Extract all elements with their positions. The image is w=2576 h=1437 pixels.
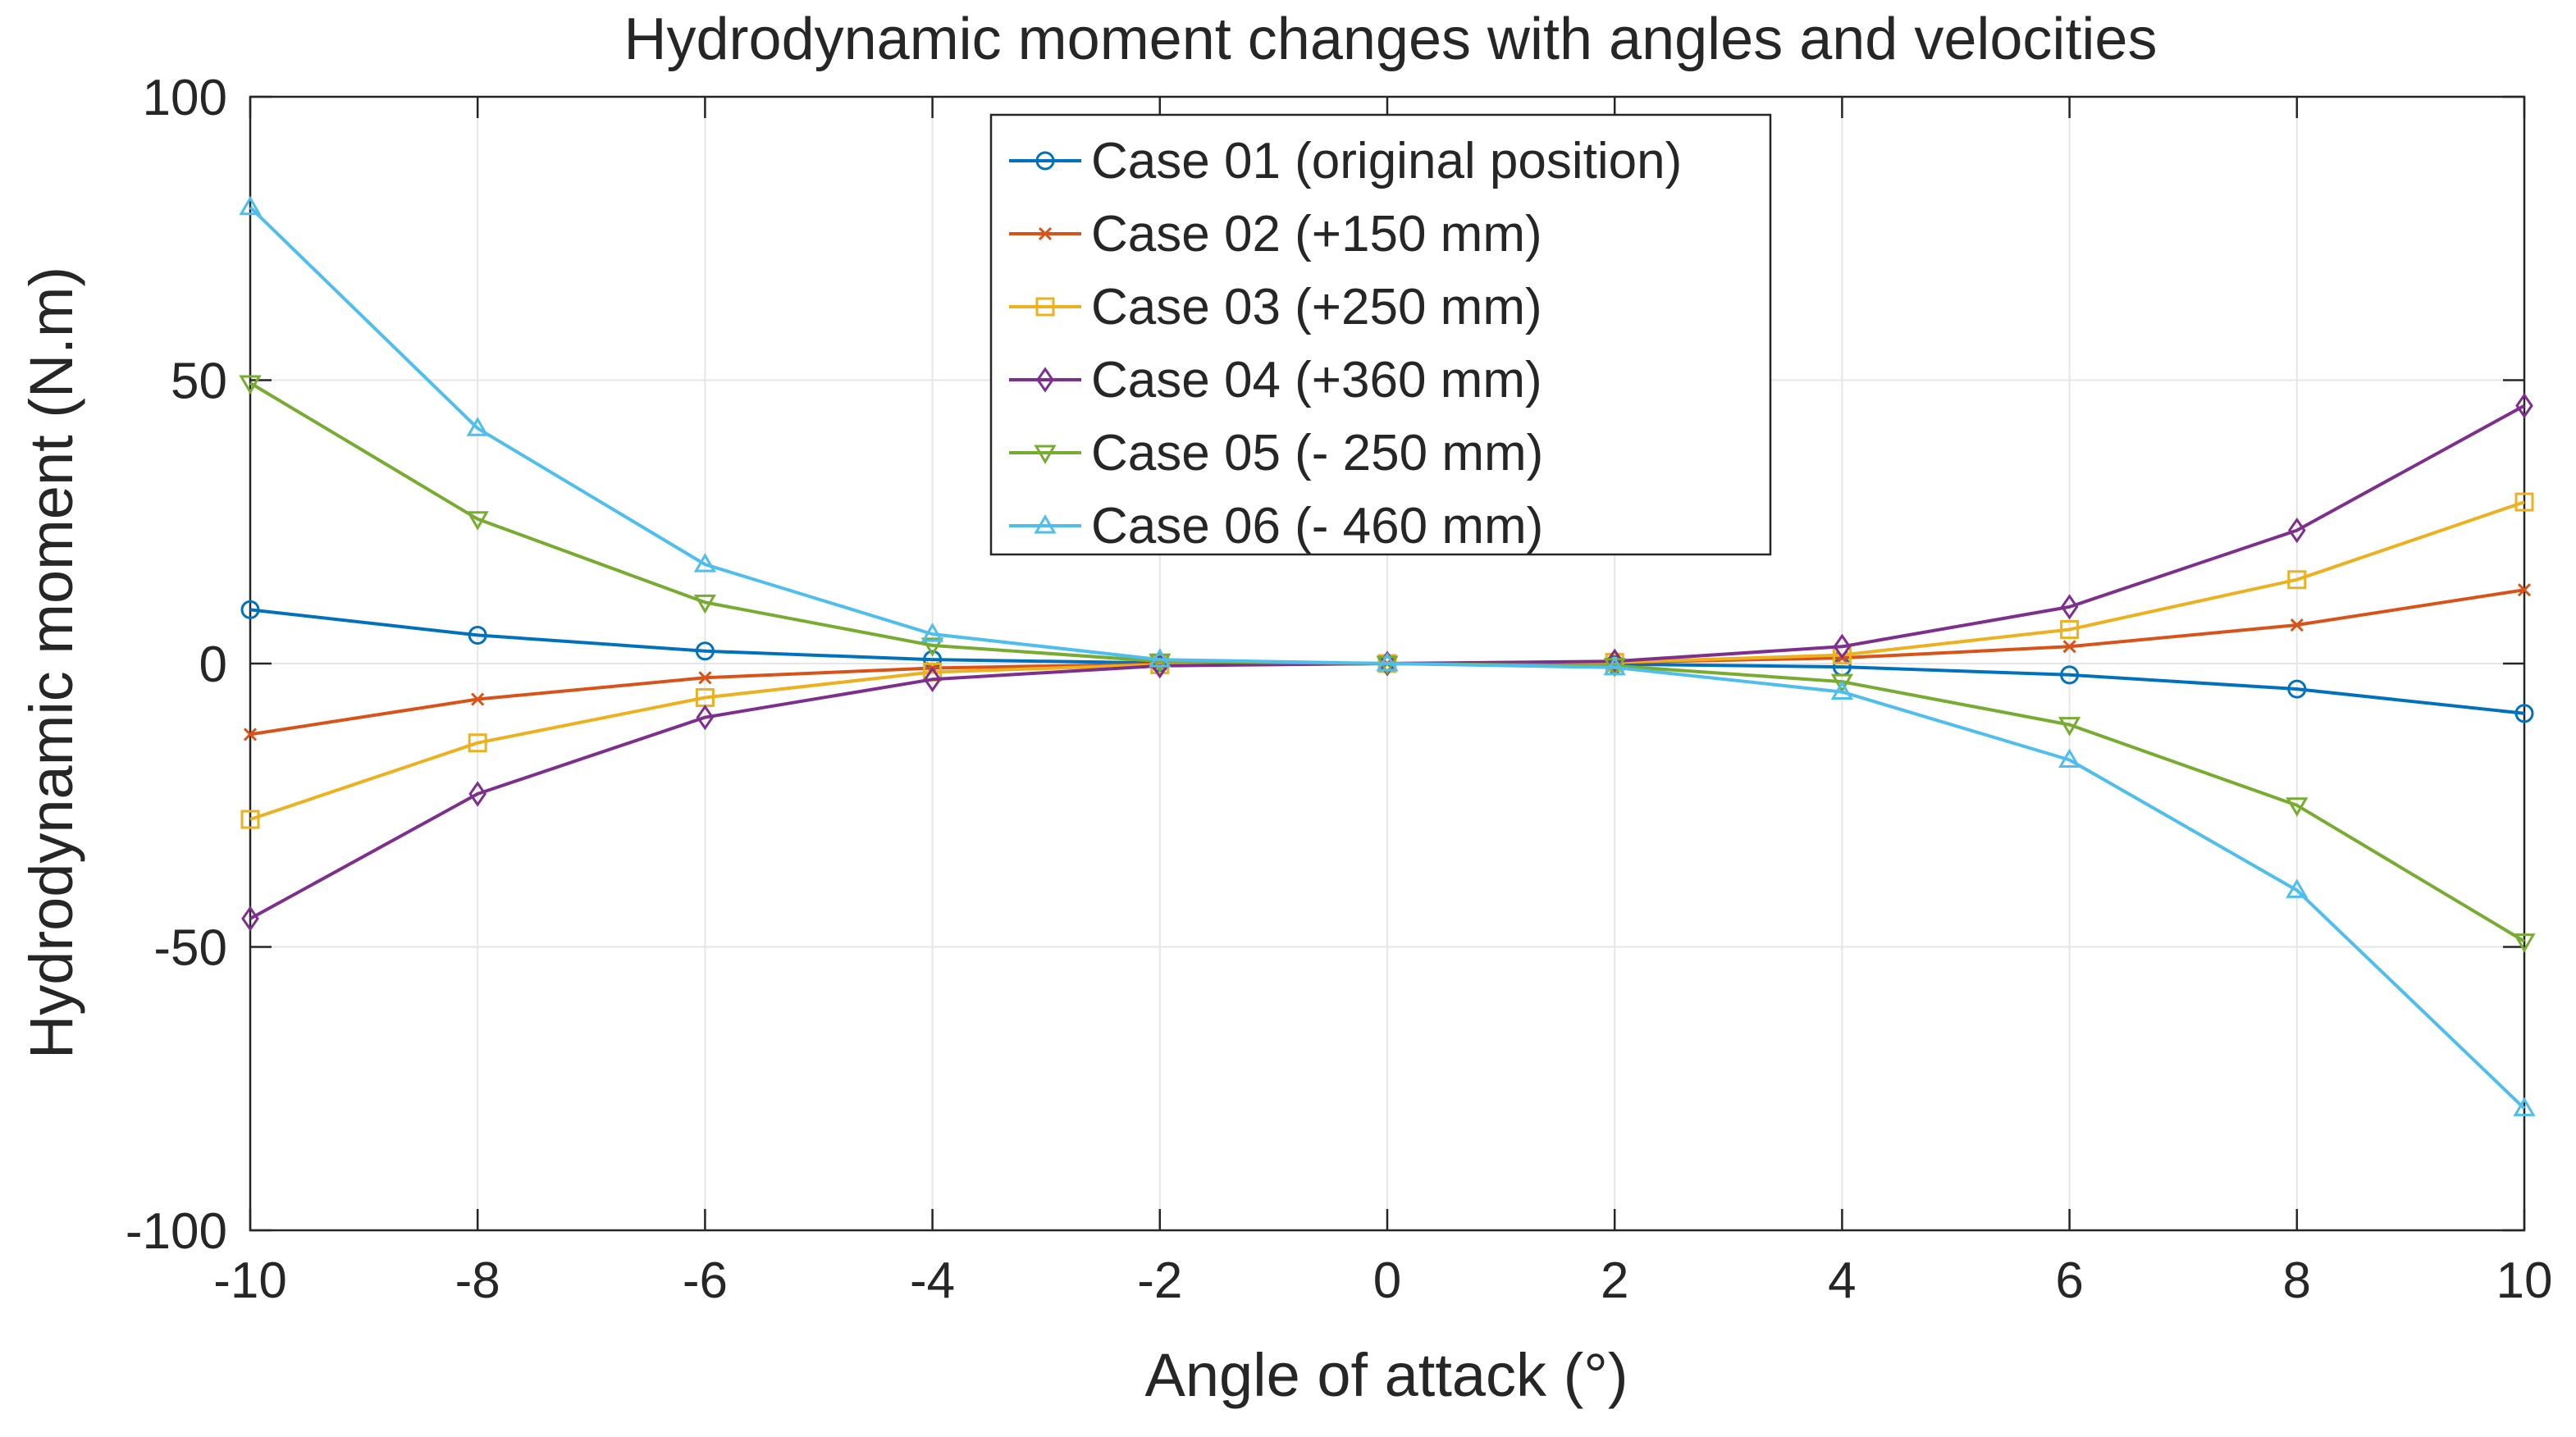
data-point (1830, 680, 1854, 700)
data-point (2290, 618, 2304, 632)
legend-item: Case 04 (+360 mm) (1009, 352, 1542, 408)
data-point (2514, 492, 2534, 512)
data-point (2058, 717, 2081, 737)
legend-marker (1034, 445, 1057, 464)
x-tick-label: 0 (1373, 1252, 1401, 1309)
data-point (1605, 648, 1624, 674)
y-tick-label: 50 (171, 354, 227, 410)
data-point (2287, 517, 2306, 544)
data-point (693, 553, 717, 573)
legend-item: Case 03 (+250 mm) (1009, 279, 1542, 335)
x-tick-label: -6 (683, 1252, 728, 1309)
legend-label: Case 01 (original position) (1091, 133, 1682, 189)
y-axis-title: Hydrodynamic moment (N.m) (17, 267, 85, 1059)
x-tick-label: -2 (1137, 1252, 1182, 1309)
data-point (239, 195, 262, 216)
legend-item: Case 01 (original position) (1009, 133, 1682, 189)
legend-item: Case 05 (- 250 mm) (1009, 425, 1543, 481)
data-point (2060, 620, 2080, 640)
data-point (2513, 1097, 2536, 1116)
legend-label: Case 06 (- 460 mm) (1091, 498, 1543, 554)
data-point (1149, 653, 1172, 673)
data-point (698, 671, 712, 685)
legend: Case 01 (original position) Case 02 (+150… (989, 113, 1772, 556)
data-point (2517, 583, 2532, 597)
data-point (240, 810, 260, 829)
data-point (920, 637, 944, 657)
data-point (239, 375, 262, 395)
data-point (695, 641, 715, 661)
data-point (468, 733, 487, 753)
legend-marker (1038, 226, 1053, 241)
series-layer (239, 195, 2536, 1116)
data-point (466, 417, 489, 436)
x-tick-label: -10 (213, 1252, 287, 1309)
data-point (2062, 640, 2076, 654)
x-tick-label: 8 (2283, 1252, 2311, 1309)
x-axis-title: Angle of attack (°) (1145, 1341, 1628, 1409)
data-point (2514, 704, 2534, 723)
data-point (2058, 748, 2081, 768)
series-line (249, 206, 2526, 1110)
legend-marker (1034, 514, 1057, 534)
data-point (2287, 679, 2307, 699)
data-point (1376, 652, 1399, 672)
data-point (468, 625, 487, 645)
y-tick-label: -50 (153, 920, 227, 977)
series-6 (239, 195, 2536, 1116)
data-point (696, 705, 715, 731)
data-point (2287, 570, 2307, 590)
chart-title: Hydrodynamic moment changes with angles … (624, 7, 2158, 72)
data-point (2060, 665, 2080, 685)
y-tick-label: 0 (199, 636, 227, 693)
data-point (241, 906, 259, 932)
legend-label: Case 05 (- 250 mm) (1091, 425, 1543, 481)
data-point (468, 781, 487, 807)
data-point (466, 511, 489, 531)
data-point (1830, 673, 1854, 694)
x-tick-label: 4 (1828, 1252, 1856, 1309)
legend-marker (1035, 297, 1055, 317)
data-point (2286, 797, 2309, 817)
data-point (471, 692, 485, 706)
data-point (2060, 594, 2079, 620)
data-point (2515, 392, 2533, 419)
data-point (693, 594, 717, 614)
data-point (2513, 933, 2536, 953)
legend-item: Case 02 (+150 mm) (1009, 206, 1542, 262)
legend-label: Case 03 (+250 mm) (1091, 279, 1542, 335)
data-point (2286, 878, 2309, 898)
data-point (243, 728, 258, 741)
data-point (1833, 633, 1852, 659)
data-point (1603, 655, 1626, 676)
legend-marker (1035, 151, 1055, 171)
data-point (1149, 648, 1172, 668)
x-tick-label: 6 (2055, 1252, 2083, 1309)
y-tick-label: -100 (126, 1203, 227, 1260)
legend-item: Case 06 (- 460 mm) (1009, 498, 1543, 554)
x-tick-label: -8 (455, 1252, 500, 1309)
legend-label: Case 02 (+150 mm) (1091, 206, 1542, 262)
data-point (923, 666, 942, 692)
data-point (240, 600, 260, 619)
legend-box (989, 113, 1772, 556)
legend-label: Case 04 (+360 mm) (1091, 352, 1542, 408)
x-tick-label: -4 (910, 1252, 955, 1309)
x-tick-label: 10 (2496, 1252, 2553, 1309)
data-point (920, 623, 944, 642)
axes: -10 -8 -6 -4 -2 0 2 4 6 8 10 -100 -50 0 50 100 (126, 70, 2553, 1309)
legend-marker (1036, 367, 1054, 393)
y-tick-label: 100 (143, 70, 227, 126)
x-tick-label: 2 (1601, 1252, 1628, 1309)
